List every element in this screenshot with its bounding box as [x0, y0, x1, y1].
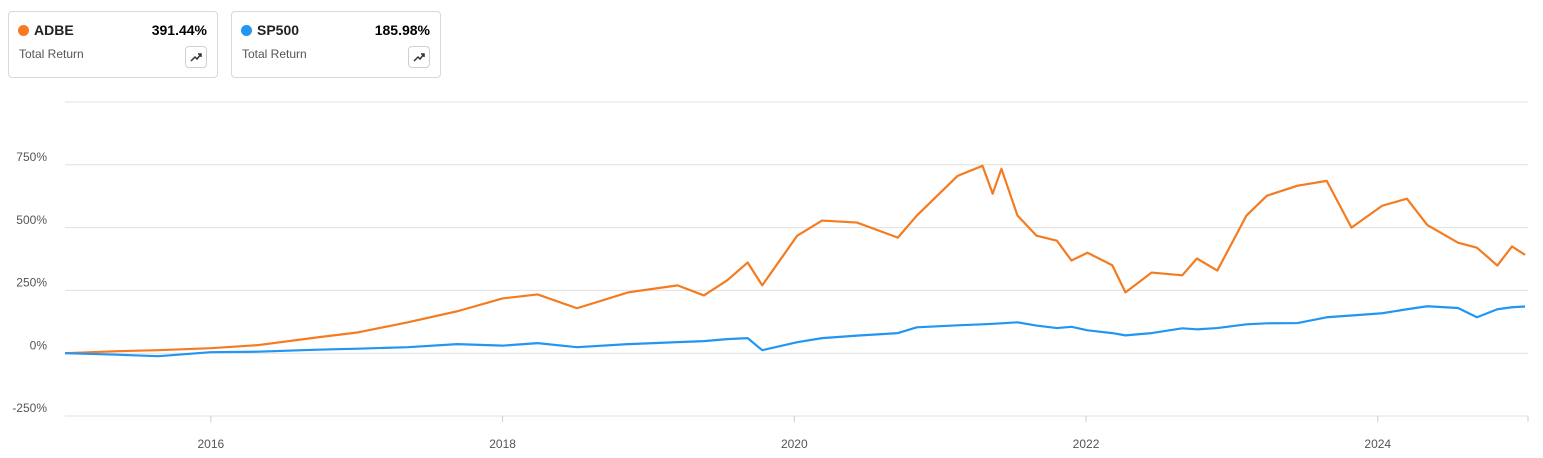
legend-card: SP500 185.98% Total Return: [231, 11, 441, 78]
y-tick-label: 750%: [16, 150, 47, 164]
x-tick-label: 2020: [781, 437, 808, 451]
series-line: [64, 305, 1526, 358]
metric-label: Total Return: [19, 47, 84, 61]
legend-card: ADBE 391.44% Total Return: [8, 11, 218, 78]
legend-swatch: [18, 25, 29, 36]
legend-name: ADBE: [34, 22, 74, 38]
x-tick-label: 2016: [198, 437, 225, 451]
y-tick-label: 500%: [16, 213, 47, 227]
x-tick-label: 2022: [1073, 437, 1100, 451]
y-tick-label: 0%: [30, 338, 48, 352]
x-tick-label: 2018: [489, 437, 516, 451]
total-return: 391.44%: [151, 22, 207, 38]
x-tick-label: 2024: [1364, 437, 1391, 451]
chart-toggle-button[interactable]: [408, 46, 430, 68]
legend-name: SP500: [257, 22, 300, 38]
series-line: [64, 164, 1526, 355]
metric-label: Total Return: [242, 47, 307, 61]
y-tick-label: 250%: [16, 276, 47, 290]
legend-swatch: [241, 25, 252, 36]
trend-icon: [190, 53, 202, 62]
y-tick-label: -250%: [12, 401, 47, 415]
total-return: 185.98%: [374, 22, 430, 38]
trend-icon: [413, 53, 425, 62]
chart-toggle-button[interactable]: [185, 46, 207, 68]
